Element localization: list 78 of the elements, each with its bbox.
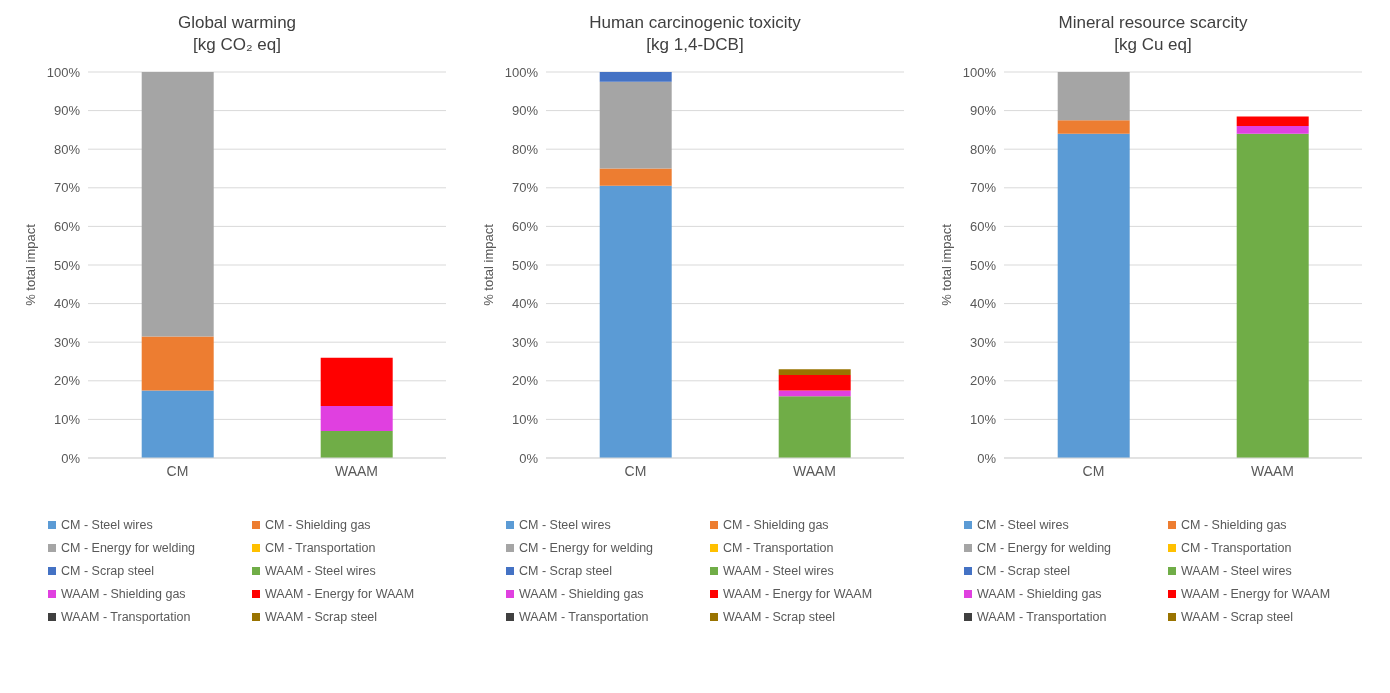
x-tick-label: WAAM (334, 462, 379, 479)
x-tick-label: CM (624, 462, 647, 479)
y-axis-title: % total impact (938, 223, 954, 306)
x-tick-label: CM (166, 462, 189, 479)
legend-label: CM - Shielding gas (265, 518, 371, 532)
y-tick-label: 50% (969, 257, 997, 273)
chart-title: Global warming (176, 12, 298, 34)
y-tick-label: 20% (511, 373, 539, 389)
legend-label: CM - Energy for welding (977, 541, 1112, 555)
y-tick-label: 50% (53, 257, 81, 273)
legend-label: CM - Transportation (723, 541, 834, 555)
y-axis-title: % total impact (22, 223, 38, 306)
y-tick-label: 80% (53, 141, 81, 157)
legend-label: CM - Energy for welding (519, 541, 654, 555)
chart-title: Human carcinogenic toxicity (588, 12, 802, 34)
legend-label: WAAM - Scrap steel (1181, 610, 1294, 624)
x-tick-label: WAAM (1250, 462, 1295, 479)
legend-label: WAAM - Shielding gas (977, 587, 1102, 601)
y-tick-label: 20% (969, 373, 997, 389)
chart-subtitle: [kg Cu eq] (1113, 34, 1193, 56)
legend-label: WAAM - Shielding gas (61, 587, 186, 601)
y-tick-label: 90% (53, 103, 81, 119)
legend-label: WAAM - Steel wires (1181, 564, 1292, 578)
y-tick-label: 50% (511, 257, 539, 273)
y-axis-title: % total impact (480, 223, 496, 306)
y-tick-label: 40% (53, 296, 81, 312)
legend-label: WAAM - Scrap steel (265, 610, 378, 624)
y-tick-label: 70% (53, 180, 81, 196)
legend-label: WAAM - Energy for WAAM (265, 587, 415, 601)
y-tick-label: 20% (53, 373, 81, 389)
legend-label: WAAM - Energy for WAAM (1181, 587, 1331, 601)
legend-label: CM - Shielding gas (1181, 518, 1287, 532)
y-tick-label: 100% (962, 64, 997, 80)
legend-label: WAAM - Energy for WAAM (723, 587, 873, 601)
legend-label: CM - Transportation (265, 541, 376, 555)
y-tick-label: 0% (61, 450, 81, 466)
y-tick-label: 100% (46, 64, 81, 80)
y-tick-label: 60% (969, 219, 997, 235)
y-tick-label: 30% (53, 334, 81, 350)
y-tick-label: 90% (969, 103, 997, 119)
legend-label: WAAM - Transportation (519, 610, 649, 624)
y-tick-label: 10% (969, 412, 997, 428)
y-tick-label: 80% (969, 141, 997, 157)
legend-label: WAAM - Transportation (977, 610, 1107, 624)
chart-subtitle: [kg 1,4-DCB] (645, 34, 745, 56)
chart-title: Mineral resource scarcity (1057, 12, 1249, 34)
y-tick-label: 40% (969, 296, 997, 312)
legend-label: WAAM - Shielding gas (519, 587, 644, 601)
legend-label: CM - Transportation (1181, 541, 1292, 555)
legend-label: WAAM - Steel wires (265, 564, 376, 578)
legend-label: CM - Shielding gas (723, 518, 829, 532)
legend-label: CM - Scrap steel (977, 564, 1071, 578)
y-tick-label: 10% (511, 412, 539, 428)
legend-label: WAAM - Transportation (61, 610, 191, 624)
y-tick-label: 30% (511, 334, 539, 350)
y-tick-label: 40% (511, 296, 539, 312)
y-tick-label: 30% (969, 334, 997, 350)
legend-label: CM - Steel wires (61, 518, 153, 532)
y-tick-label: 0% (977, 450, 997, 466)
y-tick-label: 60% (53, 219, 81, 235)
legend-label: CM - Energy for welding (61, 541, 196, 555)
x-tick-label: CM (1082, 462, 1105, 479)
x-tick-label: WAAM (792, 462, 837, 479)
y-tick-label: 70% (969, 180, 997, 196)
legend-label: WAAM - Scrap steel (723, 610, 836, 624)
chart-subtitle: [kg CO₂ eq] (192, 34, 282, 56)
y-tick-label: 90% (511, 103, 539, 119)
y-tick-label: 100% (504, 64, 539, 80)
y-tick-label: 0% (519, 450, 539, 466)
legend-label: WAAM - Steel wires (723, 564, 834, 578)
legend-label: CM - Scrap steel (519, 564, 613, 578)
y-tick-label: 10% (53, 412, 81, 428)
y-tick-label: 80% (511, 141, 539, 157)
legend-label: CM - Steel wires (977, 518, 1069, 532)
y-tick-label: 60% (511, 219, 539, 235)
legend-label: CM - Scrap steel (61, 564, 155, 578)
legend-label: CM - Steel wires (519, 518, 611, 532)
y-tick-label: 70% (511, 180, 539, 196)
